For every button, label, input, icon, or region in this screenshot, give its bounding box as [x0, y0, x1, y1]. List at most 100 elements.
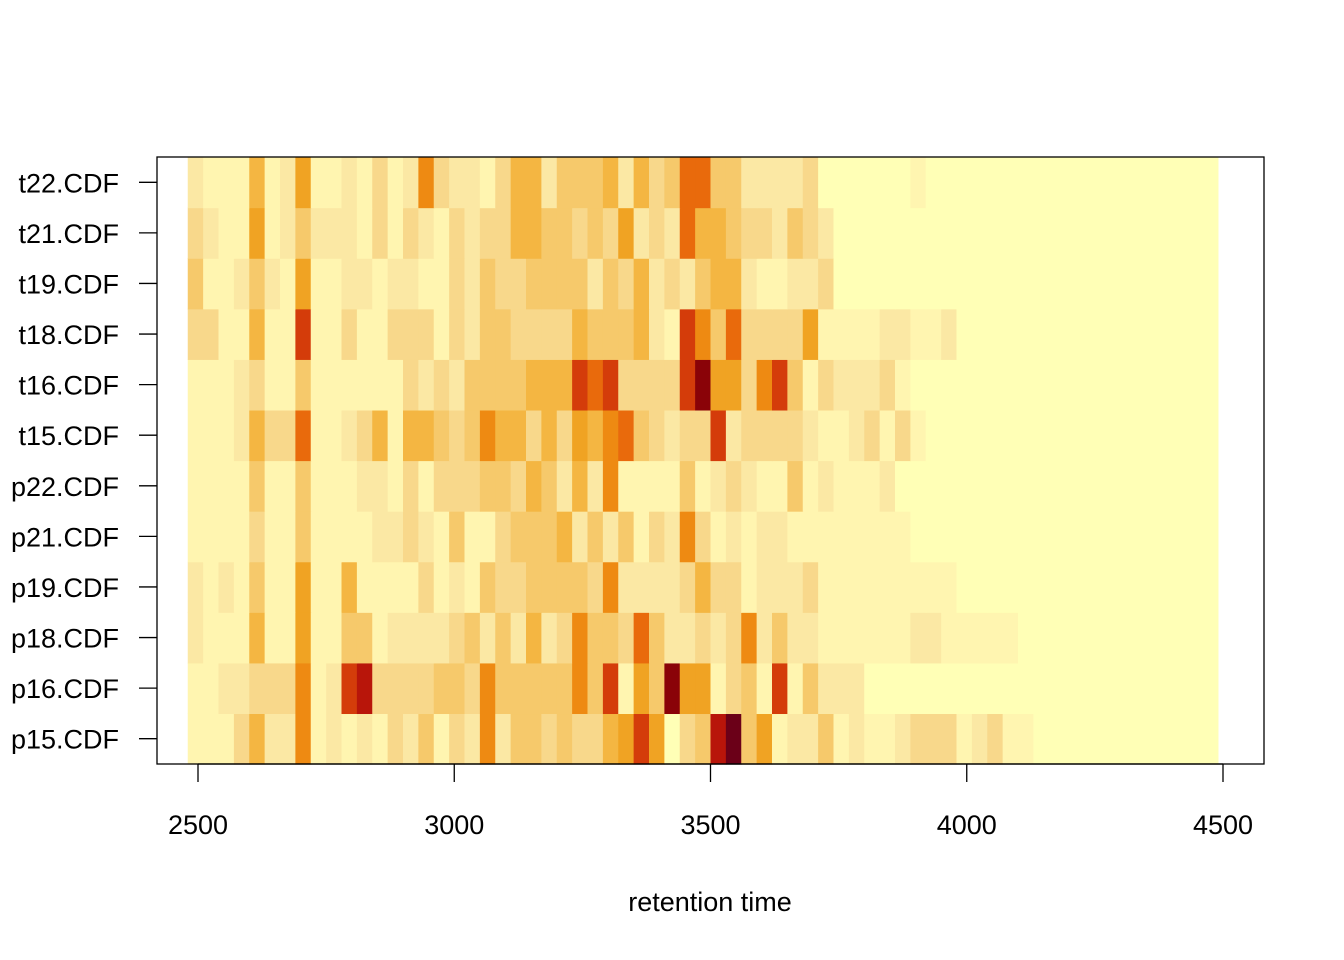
heatmap-cell — [1033, 460, 1050, 512]
heatmap-cell — [710, 258, 727, 310]
heatmap-cell — [1110, 612, 1127, 664]
heatmap-cell — [710, 207, 727, 259]
heatmap-cell — [971, 308, 988, 360]
heatmap-cell — [310, 258, 327, 310]
heatmap-cell — [1141, 511, 1157, 563]
heatmap-cell — [618, 713, 635, 765]
heatmap-cell — [602, 157, 619, 209]
heatmap-cell — [541, 561, 558, 613]
heatmap-cell — [403, 308, 419, 360]
heatmap-cell — [418, 207, 435, 259]
heatmap-cell — [633, 713, 650, 765]
heatmap-cell — [526, 409, 542, 462]
heatmap-cell — [587, 258, 604, 310]
heatmap-cell — [725, 713, 742, 765]
heatmap-cell — [387, 662, 404, 715]
heatmap-cell — [1171, 359, 1188, 411]
heatmap-cell — [618, 207, 635, 259]
heatmap-cell — [1018, 460, 1034, 512]
heatmap-cell — [1156, 612, 1173, 664]
heatmap-cell — [1064, 157, 1081, 209]
heatmap-cell — [264, 511, 281, 563]
heatmap-cell — [864, 612, 881, 664]
heatmap-cell — [910, 207, 927, 259]
heatmap-cell — [818, 612, 835, 664]
heatmap-cell — [833, 258, 850, 310]
heatmap-cell — [1171, 713, 1188, 765]
heatmap-cell — [526, 207, 542, 259]
x-tick-label: 3500 — [680, 810, 740, 840]
heatmap-cell — [971, 662, 988, 715]
heatmap-cell — [1079, 612, 1096, 664]
heatmap-cell — [910, 612, 927, 664]
y-tick-label: p22.CDF — [11, 472, 119, 502]
heatmap-cell — [895, 359, 911, 411]
heatmap-cell — [464, 612, 481, 664]
heatmap-cell — [1048, 207, 1065, 259]
heatmap-cell — [572, 157, 589, 209]
heatmap-cell — [633, 359, 650, 411]
heatmap-cell — [1079, 308, 1096, 360]
heatmap-cell — [879, 561, 896, 613]
heatmap-cell — [1125, 511, 1142, 563]
heatmap-cell — [541, 511, 558, 563]
heatmap-cell — [341, 612, 358, 664]
heatmap-cell — [1141, 308, 1157, 360]
heatmap-cell — [1156, 157, 1173, 209]
heatmap-cell — [418, 460, 435, 512]
heatmap-cell — [433, 713, 450, 765]
heatmap-cell — [1202, 157, 1219, 209]
heatmap-cell — [203, 612, 220, 664]
heatmap-cell — [1141, 409, 1157, 462]
heatmap-cell — [618, 511, 635, 563]
heatmap-cell — [787, 308, 804, 360]
heatmap-cell — [802, 409, 819, 462]
heatmap-cell — [218, 561, 235, 613]
heatmap-cell — [848, 511, 865, 563]
heatmap-cell — [1079, 409, 1096, 462]
heatmap-cell — [848, 662, 865, 715]
heatmap-cell — [910, 308, 927, 360]
heatmap-cell — [541, 713, 558, 765]
heatmap-cell — [864, 359, 881, 411]
heatmap-cell — [971, 460, 988, 512]
heatmap-cell — [695, 359, 712, 411]
heatmap-cell — [310, 460, 327, 512]
heatmap-cell — [1018, 713, 1034, 765]
heatmap-cell — [341, 359, 358, 411]
heatmap-cell — [649, 207, 665, 259]
heatmap-cell — [326, 460, 343, 512]
heatmap-cell — [987, 460, 1004, 512]
heatmap-cell — [280, 561, 296, 613]
heatmap-cell — [710, 359, 727, 411]
heatmap-cell — [449, 207, 466, 259]
heatmap-cell — [971, 359, 988, 411]
heatmap-cell — [495, 258, 512, 310]
heatmap-cell — [280, 207, 296, 259]
x-tick-label: 3000 — [424, 810, 484, 840]
heatmap-cell — [987, 308, 1004, 360]
heatmap-cell — [879, 612, 896, 664]
heatmap-cell — [510, 308, 527, 360]
x-axis-title: retention time — [628, 887, 792, 917]
heatmap-cell — [910, 157, 927, 209]
heatmap-cell — [356, 207, 373, 259]
heatmap-cell — [218, 511, 235, 563]
heatmap-cell — [418, 662, 435, 715]
heatmap-cell — [1002, 359, 1019, 411]
heatmap-cell — [941, 460, 958, 512]
heatmap-cell — [418, 359, 435, 411]
heatmap-cell — [510, 612, 527, 664]
heatmap-cell — [310, 713, 327, 765]
heatmap-cell — [449, 258, 466, 310]
heatmap-cell — [403, 359, 419, 411]
heatmap-cell — [295, 612, 312, 664]
heatmap-cell — [1171, 460, 1188, 512]
heatmap-cell — [956, 460, 973, 512]
heatmap-cell — [895, 157, 911, 209]
heatmap-cell — [1002, 460, 1019, 512]
heatmap-cell — [526, 359, 542, 411]
heatmap-cell — [1187, 359, 1204, 411]
heatmap-cell — [203, 460, 220, 512]
heatmap-cell — [1202, 258, 1219, 310]
